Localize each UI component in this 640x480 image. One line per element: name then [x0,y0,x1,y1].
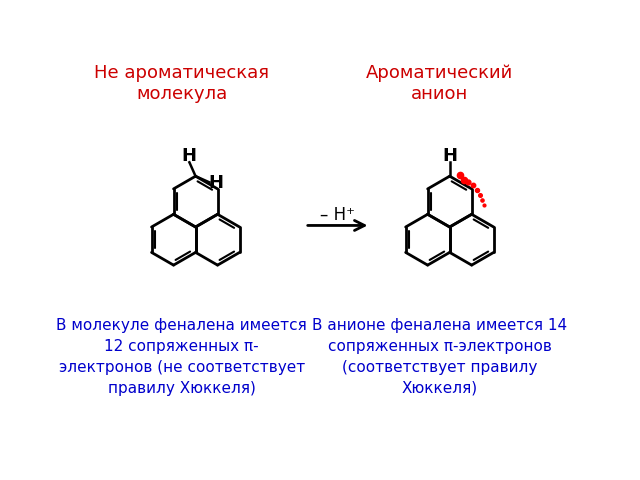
Text: Ароматический
анион: Ароматический анион [366,64,513,103]
Text: H: H [442,147,457,165]
Text: В молекуле феналена имеется
12 сопряженных π-
электронов (не соответствует
прави: В молекуле феналена имеется 12 сопряженн… [56,318,307,396]
Text: – H⁺: – H⁺ [320,205,355,224]
Text: H: H [208,174,223,192]
Text: В анионе феналена имеется 14
сопряженных π-электронов
(соответствует правилу
Хюк: В анионе феналена имеется 14 сопряженных… [312,318,567,396]
Text: Не ароматическая
молекула: Не ароматическая молекула [94,64,269,103]
Text: H: H [181,147,196,165]
